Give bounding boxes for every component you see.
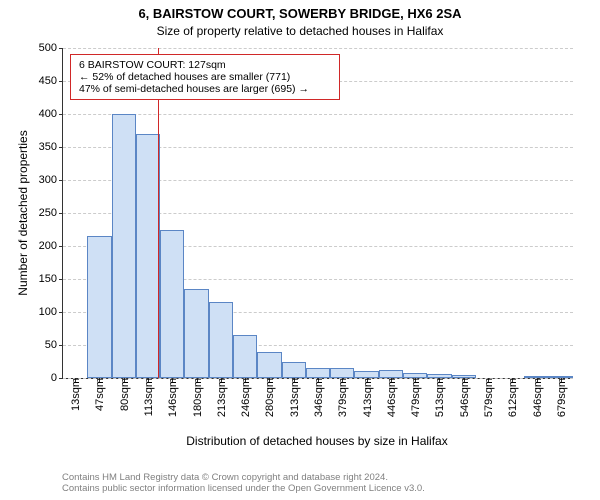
y-tick-label: 400 <box>39 108 63 120</box>
bar <box>354 371 378 378</box>
x-tick-label: 13sqm <box>68 378 82 411</box>
annotation-line: ← 52% of detached houses are smaller (77… <box>79 71 331 83</box>
bar <box>282 362 306 379</box>
y-tick-label: 300 <box>39 174 63 186</box>
annotation-line: 47% of semi-detached houses are larger (… <box>79 83 331 95</box>
x-tick-label: 113sqm <box>141 378 155 416</box>
bar <box>160 230 184 379</box>
x-tick-label: 80sqm <box>117 378 131 411</box>
x-tick-label: 579sqm <box>481 378 495 417</box>
bar <box>257 352 281 378</box>
y-tick-label: 50 <box>45 339 63 351</box>
bar <box>379 370 403 378</box>
x-axis-label: Distribution of detached houses by size … <box>62 434 572 448</box>
y-tick-label: 150 <box>39 273 63 285</box>
x-tick-label: 413sqm <box>360 378 374 417</box>
bar <box>209 302 233 378</box>
x-tick-label: 246sqm <box>238 378 252 417</box>
footer-line: Contains public sector information licen… <box>62 483 425 494</box>
x-tick-label: 479sqm <box>408 378 422 417</box>
y-tick-label: 450 <box>39 75 63 87</box>
footer-text: Contains HM Land Registry data © Crown c… <box>62 472 425 495</box>
bar <box>233 335 257 378</box>
x-tick-label: 346sqm <box>311 378 325 417</box>
x-tick-label: 280sqm <box>262 378 276 417</box>
x-tick-label: 513sqm <box>432 378 446 417</box>
bar <box>330 368 354 378</box>
x-tick-label: 612sqm <box>505 378 519 417</box>
x-tick-label: 47sqm <box>92 378 106 411</box>
y-axis-label: Number of detached properties <box>16 48 30 378</box>
chart-subtitle: Size of property relative to detached ho… <box>0 24 600 38</box>
bar <box>306 368 330 378</box>
annotation-box: 6 BAIRSTOW COURT: 127sqm← 52% of detache… <box>70 54 340 100</box>
chart-title: 6, BAIRSTOW COURT, SOWERBY BRIDGE, HX6 2… <box>0 6 600 21</box>
x-tick-label: 313sqm <box>287 378 301 417</box>
x-tick-label: 379sqm <box>335 378 349 417</box>
x-tick-label: 446sqm <box>384 378 398 417</box>
y-tick-label: 0 <box>51 372 63 384</box>
bar <box>112 114 136 378</box>
bar <box>87 236 111 378</box>
y-tick-label: 200 <box>39 240 63 252</box>
annotation-line: 6 BAIRSTOW COURT: 127sqm <box>79 59 331 71</box>
x-tick-label: 146sqm <box>165 378 179 417</box>
x-tick-label: 546sqm <box>457 378 471 417</box>
footer-line: Contains HM Land Registry data © Crown c… <box>62 472 425 483</box>
bar <box>184 289 208 378</box>
gridline <box>63 48 573 49</box>
x-tick-label: 679sqm <box>554 378 568 417</box>
y-tick-label: 100 <box>39 306 63 318</box>
chart-container: { "title_line1": "6, BAIRSTOW COURT, SOW… <box>0 0 600 500</box>
y-tick-label: 500 <box>39 42 63 54</box>
gridline <box>63 114 573 115</box>
bar <box>136 134 160 378</box>
x-tick-label: 646sqm <box>530 378 544 417</box>
y-tick-label: 350 <box>39 141 63 153</box>
x-tick-label: 213sqm <box>214 378 228 417</box>
y-tick-label: 250 <box>39 207 63 219</box>
x-tick-label: 180sqm <box>190 378 204 417</box>
